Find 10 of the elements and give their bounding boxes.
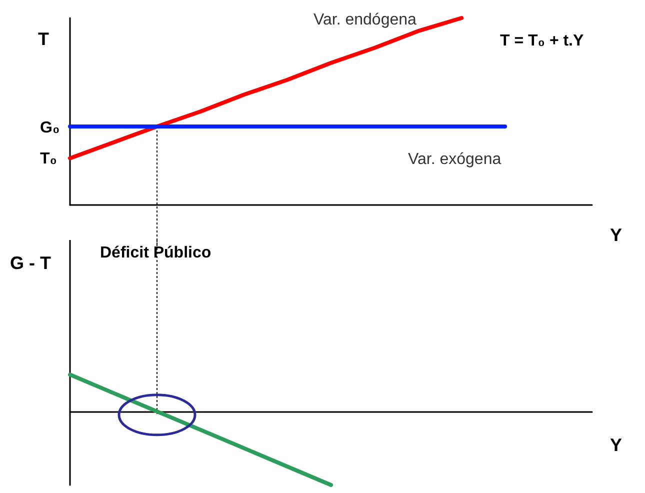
y-axis-title: G - T	[10, 253, 51, 273]
series-label: Var. exógena	[408, 150, 502, 168]
text: Déficit Público	[100, 244, 212, 262]
y-axis-title: T	[38, 29, 49, 49]
series-label: Var. endógena	[314, 12, 417, 28]
x-axis-title: Y	[610, 434, 622, 455]
annotation: T = T₀ + t.Y	[500, 32, 584, 50]
text: T₀	[40, 150, 57, 168]
x-axis-title: Y	[610, 225, 622, 245]
text: G₀	[40, 120, 60, 136]
